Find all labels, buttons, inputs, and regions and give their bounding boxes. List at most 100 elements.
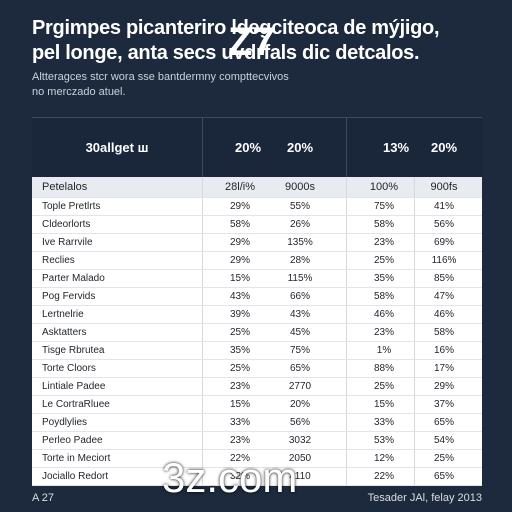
table-row: Cldeorlorts 58% 26% 58% 56% xyxy=(32,215,482,234)
table-header-label: 30allget ш xyxy=(85,140,149,155)
column-header-name: Petelalos xyxy=(42,181,88,193)
row-label: Reclies xyxy=(42,254,75,266)
table-header-col-2: 20% xyxy=(286,140,314,155)
row-label: Cldeorlorts xyxy=(42,218,91,230)
row-value-1: 29% xyxy=(229,236,250,248)
row-value-4: 37% xyxy=(433,398,454,410)
row-value-3: 1% xyxy=(376,344,392,356)
column-header-1: 28l/i% xyxy=(225,181,255,193)
footer-left-text: A 27 xyxy=(32,492,55,504)
row-value-3: 15% xyxy=(373,398,394,410)
row-value-2: 135% xyxy=(287,236,313,248)
title-line-2: pel longe, anta secs uvdrfals dic detcal… xyxy=(32,42,420,64)
row-value-4: 17% xyxy=(433,362,454,374)
row-label: Tople Pretlrts xyxy=(42,200,101,212)
row-value-3: 35% xyxy=(373,272,394,284)
row-value-2: 56% xyxy=(289,416,310,428)
row-value-4: 16% xyxy=(433,344,454,356)
row-value-4: 85% xyxy=(433,272,454,284)
row-label: Le CortraRluee xyxy=(42,398,110,410)
row-value-2: 65% xyxy=(289,362,310,374)
row-value-2: 55% xyxy=(289,200,310,212)
row-value-3: 33% xyxy=(373,416,394,428)
row-value-4: 65% xyxy=(433,416,454,428)
table-header-col-1: 20% xyxy=(234,140,262,155)
table-body: Petelalos 28l/i% 9000s 100% 900fs Tople … xyxy=(32,177,482,486)
table-header-col-4: 20% xyxy=(430,140,458,155)
table-header-band: 30allget ш 20% 20% 13% 20% xyxy=(32,117,482,179)
row-value-2: 20% xyxy=(289,398,310,410)
row-value-1: 15% xyxy=(229,272,250,284)
table-row: Poydlylies 33% 56% 33% 65% xyxy=(32,413,482,432)
row-value-3: 25% xyxy=(373,380,394,392)
row-label: Pog Fervids xyxy=(42,290,96,302)
row-value-2: 28% xyxy=(289,254,310,266)
row-value-1: 15% xyxy=(229,398,250,410)
row-value-2: 66% xyxy=(289,290,310,302)
row-value-1: 25% xyxy=(229,362,250,374)
title-overlay-mark: Z7 xyxy=(228,20,275,64)
data-table: 30allget ш 20% 20% 13% 20% Petelalos 28l… xyxy=(32,117,482,486)
row-value-3: 88% xyxy=(373,362,394,374)
row-label: Poydlylies xyxy=(42,416,88,428)
row-value-2: 2050 xyxy=(288,452,312,464)
row-value-1: 29% xyxy=(229,254,250,266)
row-value-4: 65% xyxy=(433,470,454,482)
row-value-3: 25% xyxy=(373,254,394,266)
row-value-1: 58% xyxy=(229,218,250,230)
row-value-4: 56% xyxy=(433,218,454,230)
header-divider xyxy=(202,118,203,178)
header-divider xyxy=(346,118,347,178)
title-line-1: Prgimpes picanterirо ldegciteoca de mýji… xyxy=(32,17,440,39)
row-value-3: 58% xyxy=(373,290,394,302)
row-value-2: 75% xyxy=(289,344,310,356)
row-label: Jociallo Redort xyxy=(42,470,109,482)
column-divider xyxy=(414,177,415,485)
row-value-4: 29% xyxy=(433,380,454,392)
row-value-1: 23% xyxy=(229,380,250,392)
row-value-4: 47% xyxy=(433,290,454,302)
table-row: Le CortraRluee 15% 20% 15% 37% xyxy=(32,395,482,414)
page-title: Prgimpes picanterirо ldegciteoca de mýji… xyxy=(32,16,482,66)
column-header-2: 9000s xyxy=(285,181,315,193)
row-value-1: 29% xyxy=(229,200,250,212)
row-label: Asktatters xyxy=(42,326,87,338)
row-value-1: 22% xyxy=(229,452,250,464)
row-value-3: 46% xyxy=(373,308,394,320)
column-header-4: 900fs xyxy=(430,181,458,193)
table-header-col-3: 13% xyxy=(382,140,410,155)
row-value-4: 58% xyxy=(433,326,454,338)
page-subtitle: Altteragces stcr wora sse bantdermny com… xyxy=(32,70,289,100)
row-label: Tisge Rbrutea xyxy=(42,344,105,356)
row-value-4: 116% xyxy=(431,254,457,266)
row-value-2: 4110 xyxy=(289,470,311,482)
row-value-2: 2770 xyxy=(288,380,312,392)
table-row: Pog Fervids 43% 66% 58% 47% xyxy=(32,287,482,306)
table-row: Lintiale Padee 23% 2770 25% 29% xyxy=(32,377,482,396)
footer-right-text: Tesader JAl, felay 2013 xyxy=(367,492,482,504)
row-value-1: 39% xyxy=(229,308,250,320)
row-value-4: 46% xyxy=(433,308,454,320)
row-value-4: 54% xyxy=(433,434,454,446)
column-divider xyxy=(202,177,203,485)
row-value-2: 45% xyxy=(289,326,310,338)
row-value-3: 22% xyxy=(373,470,394,482)
watermark: 3z.com xyxy=(162,454,298,501)
table-row: Parter Malado 15% 115% 35% 85% xyxy=(32,269,482,288)
row-value-3: 23% xyxy=(373,326,394,338)
row-value-4: 25% xyxy=(433,452,454,464)
row-value-3: 23% xyxy=(373,236,394,248)
row-label: Torte Cloors xyxy=(42,362,96,374)
row-label: Perleo Padee xyxy=(42,434,103,446)
row-value-1: 35% xyxy=(229,344,250,356)
row-label: Torte in Meciort xyxy=(42,452,111,464)
table-row: Tople Pretlrts 29% 55% 75% 41% xyxy=(32,197,482,216)
row-label: Lertnelrie xyxy=(42,308,84,320)
row-value-4: 41% xyxy=(433,200,454,212)
column-header-3: 100% xyxy=(369,181,399,193)
subtitle-line-2: no merczado atuel. xyxy=(32,86,126,98)
row-value-2: 26% xyxy=(289,218,310,230)
row-value-3: 53% xyxy=(373,434,394,446)
row-label: Lintiale Padee xyxy=(42,380,106,392)
table-row: Asktatters 25% 45% 23% 58% xyxy=(32,323,482,342)
